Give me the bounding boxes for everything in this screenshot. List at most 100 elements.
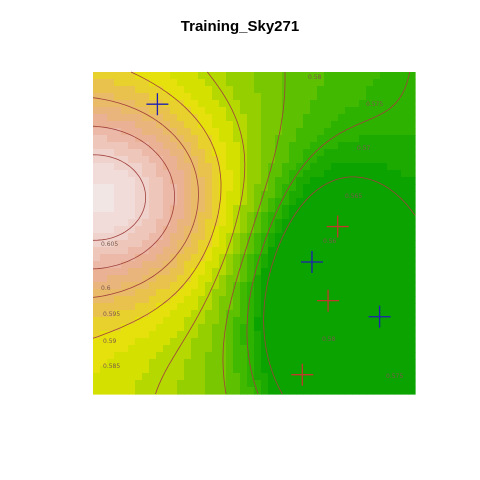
heatmap-cell (219, 289, 227, 297)
heatmap-cell (317, 282, 325, 290)
heatmap-cell (352, 184, 360, 192)
heatmap-cell (149, 121, 157, 129)
heatmap-cell (268, 128, 276, 136)
heatmap-cell (177, 135, 185, 143)
heatmap-cell (359, 338, 367, 346)
heatmap-cell (128, 177, 136, 185)
heatmap-cell (205, 247, 213, 255)
heatmap-cell (128, 366, 136, 374)
heatmap-cell (408, 86, 416, 94)
heatmap-cell (345, 72, 353, 80)
heatmap-cell (177, 324, 185, 332)
heatmap-cell (408, 324, 416, 332)
heatmap-cell (100, 163, 108, 171)
heatmap-cell (191, 149, 199, 157)
heatmap-cell (401, 156, 409, 164)
heatmap-cell (317, 289, 325, 297)
heatmap-cell (135, 219, 143, 227)
heatmap-cell (282, 163, 290, 171)
heatmap-cell (254, 289, 262, 297)
heatmap-cell (261, 205, 269, 213)
heatmap-cell (107, 114, 115, 122)
heatmap-cell (184, 93, 192, 101)
heatmap-cell (212, 121, 220, 129)
heatmap-cell (177, 142, 185, 150)
heatmap-cell (401, 331, 409, 339)
heatmap-cell (373, 282, 381, 290)
heatmap-cell (359, 247, 367, 255)
heatmap-cell (212, 163, 220, 171)
heatmap-cell (177, 86, 185, 94)
heatmap-cell (366, 156, 374, 164)
heatmap-cell (198, 324, 206, 332)
heatmap-cell (121, 373, 129, 381)
contour-label: 0.595 (103, 311, 120, 318)
heatmap-cell (380, 121, 388, 129)
heatmap-cell (275, 156, 283, 164)
heatmap-cell (380, 100, 388, 108)
heatmap-cell (289, 86, 297, 94)
heatmap-cell (289, 135, 297, 143)
heatmap-cell (233, 100, 241, 108)
heatmap-cell (261, 373, 269, 381)
heatmap-cell (156, 261, 164, 269)
heatmap-cell (114, 93, 122, 101)
heatmap-cell (408, 226, 416, 234)
heatmap-cell (275, 331, 283, 339)
heatmap-cell (219, 107, 227, 115)
heatmap-cell (128, 156, 136, 164)
heatmap-cell (352, 303, 360, 311)
heatmap-cell (394, 233, 402, 241)
heatmap-cell (408, 317, 416, 325)
heatmap-cell (394, 352, 402, 360)
heatmap-cell (394, 261, 402, 269)
heatmap-cell (156, 247, 164, 255)
heatmap-cell (296, 296, 304, 304)
heatmap-cell (261, 198, 269, 206)
heatmap-cell (121, 366, 129, 374)
heatmap-cell (156, 198, 164, 206)
heatmap-cell (254, 212, 262, 220)
heatmap-cell (100, 149, 108, 157)
heatmap-cell (268, 100, 276, 108)
heatmap-cell (198, 191, 206, 199)
heatmap-cell (380, 156, 388, 164)
heatmap-cell (114, 184, 122, 192)
heatmap-cell (219, 184, 227, 192)
heatmap-cell (254, 93, 262, 101)
heatmap-cell (121, 233, 129, 241)
heatmap-cell (198, 107, 206, 115)
heatmap-cell (191, 338, 199, 346)
heatmap-cell (324, 205, 332, 213)
heatmap-cell (121, 275, 129, 283)
heatmap-cell (303, 317, 311, 325)
heatmap-cell (268, 303, 276, 311)
heatmap-cell (240, 373, 248, 381)
heatmap-cell (282, 198, 290, 206)
heatmap-cell (247, 149, 255, 157)
heatmap-cell (107, 107, 115, 115)
heatmap-cell (303, 240, 311, 248)
heatmap-cell (324, 128, 332, 136)
heatmap-cell (345, 317, 353, 325)
heatmap-cell (100, 303, 108, 311)
heatmap-cell (149, 268, 157, 276)
heatmap-cell (387, 79, 395, 87)
heatmap-cell (331, 163, 339, 171)
contour-label: 0.56 (323, 238, 337, 245)
heatmap-cell (128, 184, 136, 192)
heatmap-cell (226, 191, 234, 199)
heatmap-cell (149, 142, 157, 150)
heatmap-cell (240, 366, 248, 374)
heatmap-cell (163, 366, 171, 374)
heatmap-cell (226, 198, 234, 206)
heatmap-cell (394, 359, 402, 367)
heatmap-cell (219, 233, 227, 241)
heatmap-cell (282, 86, 290, 94)
heatmap-cell (240, 282, 248, 290)
heatmap-cell (128, 310, 136, 318)
heatmap-cell (296, 72, 304, 80)
heatmap-cell (380, 114, 388, 122)
heatmap-cell (317, 331, 325, 339)
